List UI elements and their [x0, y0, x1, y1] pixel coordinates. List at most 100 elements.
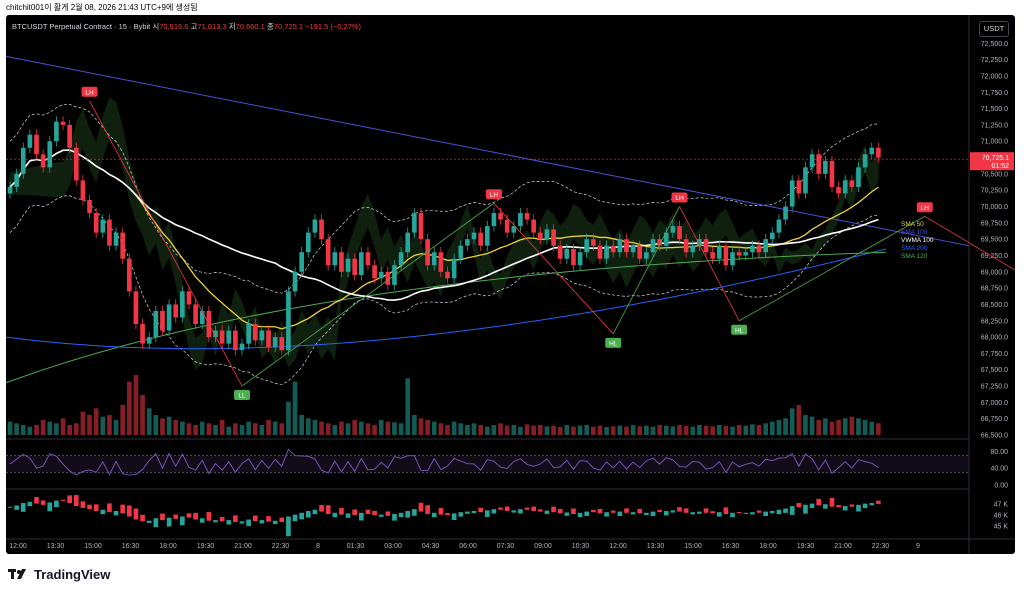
flow-candle [305, 510, 311, 518]
flow-candle [213, 520, 218, 523]
candle [14, 173, 19, 187]
candle [663, 232, 669, 246]
volume-bar [856, 418, 861, 435]
price-tick-label: 70,500.0 [981, 171, 1008, 178]
candle [140, 324, 145, 344]
candle [259, 330, 265, 341]
candle [624, 239, 629, 253]
flow-candle [233, 515, 238, 522]
flow-candle [597, 509, 603, 514]
volume-bar [27, 426, 33, 435]
flow-candle [478, 507, 483, 513]
candle [405, 232, 411, 253]
candle [126, 258, 132, 292]
candle [352, 258, 358, 276]
volume-bar [140, 395, 145, 435]
structure-line [612, 206, 680, 335]
flow-candle [591, 509, 596, 513]
volume-bar [783, 418, 788, 435]
volume-bar [438, 423, 444, 435]
volume-bar [246, 421, 251, 435]
candle [54, 121, 59, 142]
volume-bar [113, 420, 119, 435]
candle [816, 154, 822, 174]
candle [862, 154, 868, 168]
flow-candle [47, 502, 53, 512]
volume-bar [279, 423, 285, 435]
candle [564, 248, 570, 259]
candle [736, 252, 742, 256]
candle [683, 239, 689, 253]
time-tick-label: 19:30 [197, 543, 215, 550]
flow-candle [630, 512, 636, 515]
volume-bar [876, 423, 881, 435]
candle [610, 245, 616, 253]
candle [465, 239, 470, 246]
symbol-name[interactable]: BTCUSDT Perpetual Contract · 15 · Bybit [12, 22, 151, 31]
flow-candle [339, 508, 344, 515]
volume-bar [524, 424, 530, 435]
candle [498, 213, 503, 220]
currency-button[interactable]: USDT [979, 21, 1009, 37]
flow-candle [663, 510, 669, 516]
candle [690, 245, 696, 253]
candle [604, 245, 609, 259]
candle [518, 213, 523, 227]
structure-label: LH [85, 89, 94, 96]
volume-bar [769, 421, 775, 435]
flow-candle [862, 503, 868, 509]
price-tick-label: 71,000.0 [981, 139, 1008, 146]
price-tick-label: 69,000.0 [981, 269, 1008, 276]
volume-bar [54, 423, 59, 435]
volume-bar [624, 426, 629, 435]
volume-bar [7, 421, 13, 435]
flow-candle [325, 505, 331, 515]
volume-bar [663, 425, 669, 435]
price-chart[interactable]: 72,500.0 72,250.0 72,000.0 71,750.0 71,500.0… [6, 15, 1015, 554]
candle [34, 134, 39, 155]
volume-bar [199, 421, 205, 435]
flow-candle [425, 505, 430, 515]
flow-candle [571, 508, 576, 515]
flow-candle [279, 517, 285, 522]
volume-bar [405, 378, 411, 435]
flow-candle [524, 507, 530, 510]
tradingview-logo[interactable]: TradingView [8, 566, 110, 582]
candle [617, 239, 623, 253]
candle [20, 147, 26, 174]
volume-bar [339, 421, 344, 435]
candle [160, 310, 165, 331]
price-tick-label: 72,000.0 [981, 73, 1008, 80]
flow-candle [126, 505, 132, 517]
flow-candle [763, 511, 769, 516]
candle [630, 245, 636, 253]
volume-bar [518, 426, 523, 435]
flow-candle [120, 504, 126, 514]
flow-candle [551, 506, 556, 513]
flow-candle [657, 509, 662, 513]
flow-candle [405, 510, 411, 518]
candle [166, 304, 172, 331]
candle [325, 239, 331, 266]
volume-bar [498, 423, 503, 435]
volume-bar [557, 427, 563, 435]
flow-candle [219, 516, 225, 522]
time-tick-label: 8 [316, 543, 320, 550]
volume-bar [146, 408, 152, 435]
chart-panel[interactable]: 72,500.0 72,250.0 72,000.0 71,750.0 71,500.0… [6, 15, 1015, 554]
flow-candle [703, 508, 709, 513]
candle [710, 252, 715, 259]
sma-100-line [6, 55, 970, 247]
flow-candle [252, 515, 258, 522]
flow-candle [769, 510, 775, 514]
candle [133, 291, 139, 325]
structure-label-box [605, 337, 622, 348]
candle [544, 229, 550, 240]
candle [697, 239, 702, 246]
volume-bar [677, 425, 682, 435]
price-tick-label: 67,000.0 [981, 400, 1008, 407]
time-tick-label: 10:30 [572, 543, 590, 550]
flow-candle [272, 520, 278, 525]
flow-candle [378, 514, 384, 517]
volume-bar [531, 425, 536, 435]
